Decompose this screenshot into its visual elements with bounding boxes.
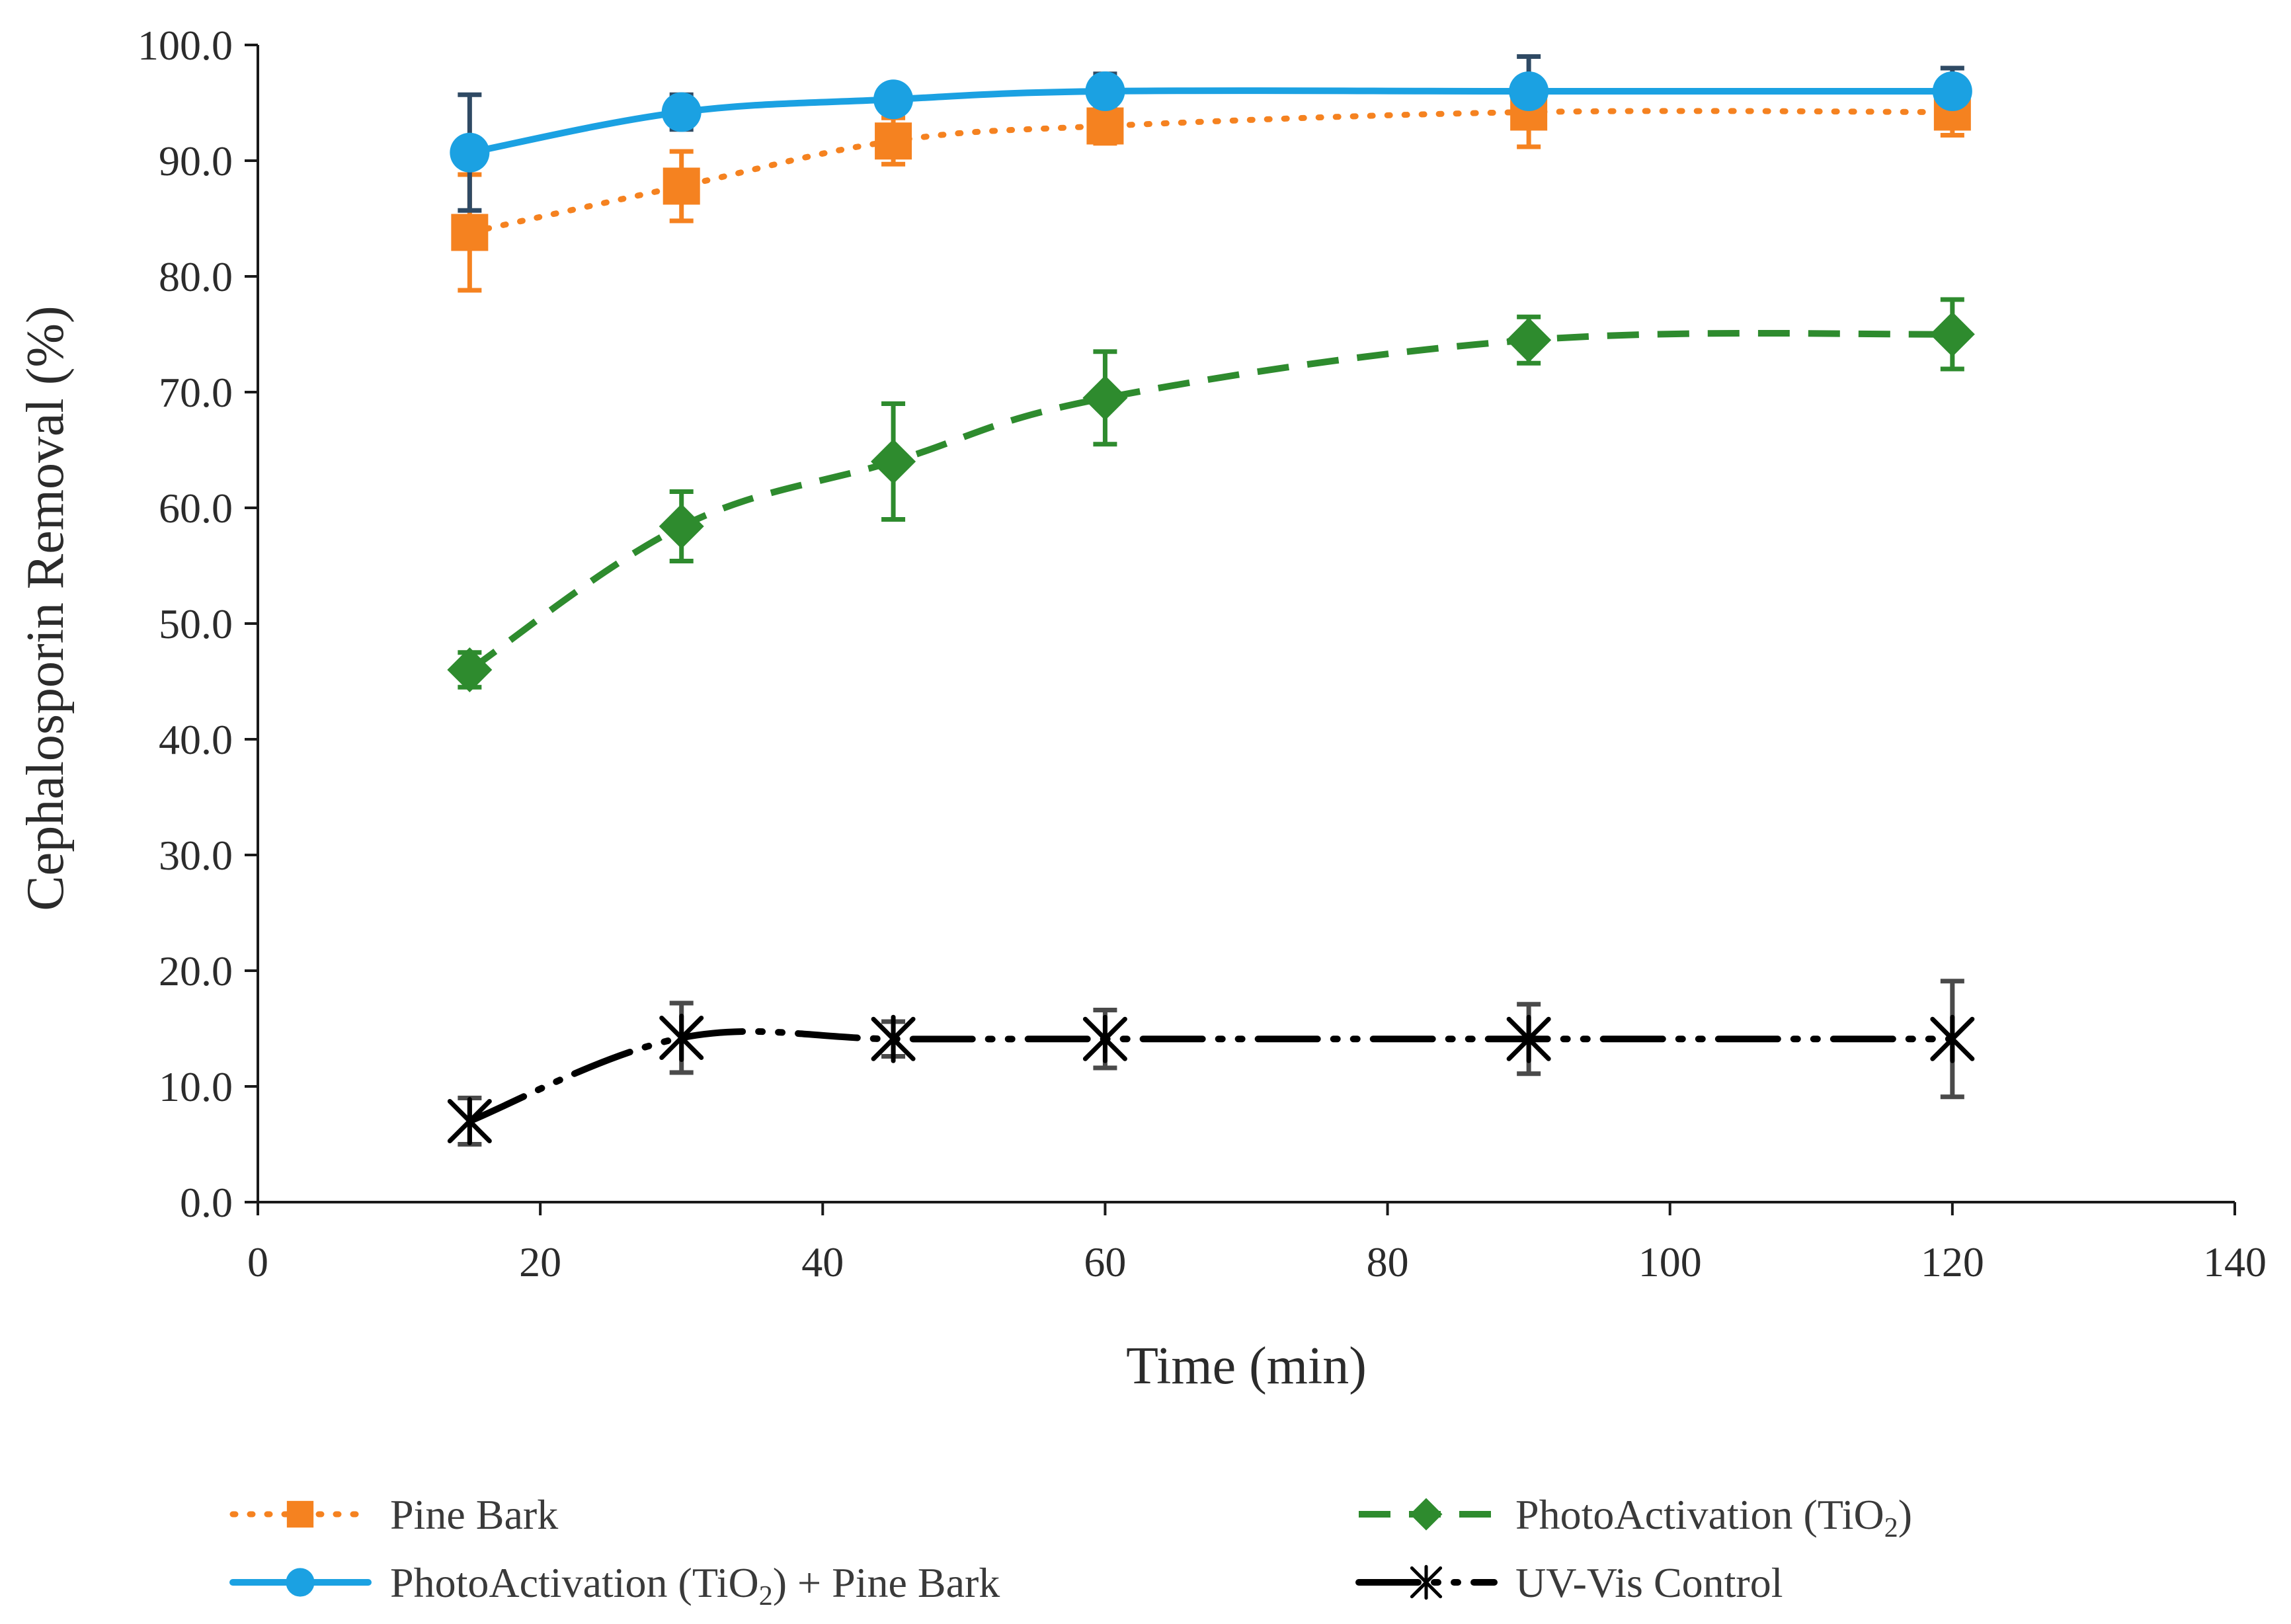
data-point-uv-vis-control — [1506, 1014, 1551, 1063]
y-axis-title: Cephalosporin Removal (%) — [17, 305, 75, 911]
legend-marker-photoactivation-tio2 — [1410, 1498, 1443, 1531]
data-point-pine-bark — [451, 214, 489, 251]
x-tick-label: 0 — [247, 1238, 268, 1285]
data-point-photoactivation-tio2-pine-bark — [661, 92, 702, 132]
legend-label-pine-bark: Pine Bark — [390, 1491, 558, 1538]
axes-layer: 0.0 10.0 20.0 30.0 40.0 50.0 60.0 70.0 80.0 90.0 1… — [138, 22, 2267, 1285]
y-tick-label: 50.0 — [159, 600, 233, 647]
x-tick-label: 140 — [2203, 1238, 2267, 1285]
series-line-uv-vis-control — [466, 1028, 1956, 1125]
y-tick-label: 90.0 — [159, 138, 233, 184]
legend-marker-uv-vis-control — [1410, 1564, 1443, 1600]
data-point-photoactivation-tio2 — [447, 647, 493, 692]
x-tick-label: 40 — [801, 1238, 844, 1285]
legend-label-photoactivation-tio2: PhotoActivation (TiO2) — [1515, 1491, 1912, 1543]
y-tick-label: 100.0 — [138, 22, 233, 69]
line-layer — [466, 87, 1956, 1125]
data-point-photoactivation-tio2 — [871, 439, 916, 484]
errorbar-layer — [458, 54, 1964, 1147]
legend-label-photoactivation-tio2-pine-bark: PhotoActivation (TiO2) + Pine Bark — [390, 1559, 1000, 1611]
legend: Pine Bark PhotoActivation (TiO2) PhotoActi… — [229, 1491, 1912, 1611]
x-axis-title: Time (min) — [1126, 1337, 1367, 1395]
x-tick-label: 120 — [1921, 1238, 1984, 1285]
y-tick-label: 70.0 — [159, 369, 233, 416]
legend-marker-photoactivation-tio2-pine-bark — [286, 1568, 315, 1597]
data-point-pine-bark — [663, 167, 700, 205]
data-point-uv-vis-control — [659, 1014, 704, 1062]
series-line-pine-bark — [466, 108, 1956, 235]
x-tick-label: 20 — [519, 1238, 561, 1285]
data-point-photoactivation-tio2-pine-bark — [1085, 71, 1125, 111]
data-point-photoactivation-tio2 — [1082, 375, 1128, 421]
legend-item-photoactivation-tio2-pine-bark: PhotoActivation (TiO2) + Pine Bark — [229, 1559, 1000, 1611]
marker-layer — [447, 71, 1975, 1145]
legend-item-pine-bark: Pine Bark — [229, 1491, 558, 1538]
data-point-uv-vis-control — [871, 1014, 916, 1063]
data-point-photoactivation-tio2-pine-bark — [1932, 71, 1972, 111]
data-point-photoactivation-tio2 — [659, 504, 704, 549]
legend-label-uv-vis-control: UV-Vis Control — [1515, 1559, 1783, 1606]
y-tick-label: 20.0 — [159, 948, 233, 995]
data-point-photoactivation-tio2-pine-bark — [450, 132, 490, 173]
data-point-photoactivation-tio2 — [1506, 317, 1552, 363]
x-tick-label: 60 — [1084, 1238, 1126, 1285]
data-point-photoactivation-tio2-pine-bark — [1509, 71, 1549, 111]
x-tick-label: 80 — [1367, 1238, 1409, 1285]
data-point-photoactivation-tio2 — [1929, 311, 1975, 357]
data-point-photoactivation-tio2-pine-bark — [873, 79, 914, 120]
y-tick-label: 30.0 — [159, 832, 233, 879]
data-point-pine-bark — [1086, 107, 1124, 145]
x-tick-label: 100 — [1638, 1238, 1702, 1285]
legend-item-uv-vis-control: UV-Vis Control — [1355, 1559, 1783, 1606]
data-point-pine-bark — [875, 122, 912, 160]
data-point-uv-vis-control — [1930, 1014, 1975, 1063]
data-point-uv-vis-control — [447, 1097, 492, 1145]
series-line-photoactivation-tio2 — [467, 329, 1952, 673]
legend-item-photoactivation-tio2: PhotoActivation (TiO2) — [1359, 1491, 1912, 1543]
y-tick-label: 60.0 — [159, 485, 233, 532]
data-point-uv-vis-control — [1082, 1014, 1127, 1063]
y-tick-label: 0.0 — [180, 1179, 233, 1226]
y-tick-label: 80.0 — [159, 253, 233, 300]
legend-marker-pine-bark — [286, 1500, 314, 1528]
y-tick-label: 10.0 — [159, 1063, 233, 1110]
y-tick-label: 40.0 — [159, 716, 233, 763]
